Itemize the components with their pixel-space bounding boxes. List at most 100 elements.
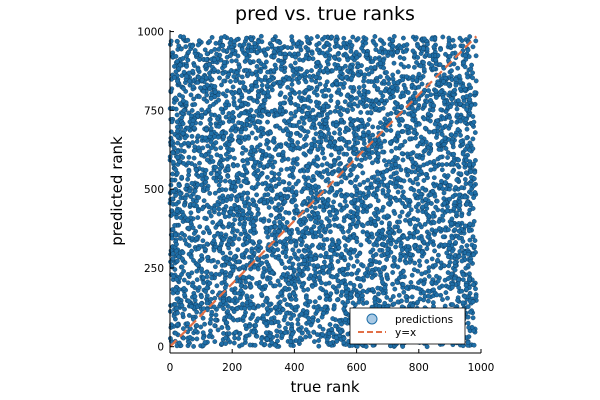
scatter-point: [328, 212, 333, 218]
scatter-point: [338, 117, 344, 123]
scatter-point: [457, 202, 463, 208]
scatter-point: [179, 115, 185, 120]
scatter-point: [349, 271, 354, 277]
scatter-point: [277, 79, 283, 85]
scatter-point: [231, 236, 237, 242]
scatter-point: [181, 108, 187, 113]
scatter-point: [297, 279, 302, 285]
scatter-point: [387, 140, 393, 145]
scatter-point: [330, 82, 335, 88]
scatter-point: [431, 44, 437, 50]
scatter-point: [422, 125, 428, 131]
scatter-point: [174, 277, 180, 282]
scatter-point: [385, 192, 391, 198]
scatter-point: [236, 113, 242, 118]
scatter-point: [302, 301, 308, 307]
scatter-point: [417, 244, 423, 250]
scatter-point: [326, 264, 332, 269]
scatter-point: [258, 125, 264, 131]
scatter-point: [395, 175, 401, 181]
scatter-point: [449, 235, 455, 241]
scatter-point: [231, 74, 237, 79]
scatter-point: [305, 330, 311, 335]
scatter-point: [350, 34, 356, 40]
scatter-point: [227, 147, 233, 152]
scatter-point: [459, 213, 464, 219]
scatter-point: [313, 79, 319, 85]
scatter-point: [267, 153, 273, 158]
scatter-point: [359, 157, 364, 163]
scatter-point: [192, 294, 198, 299]
scatter-point: [321, 44, 327, 50]
scatter-point: [265, 234, 271, 240]
scatter-point: [200, 238, 206, 244]
scatter-point: [344, 151, 350, 157]
scatter-point: [436, 147, 442, 152]
scatter-point: [194, 268, 200, 274]
scatter-point: [174, 241, 179, 247]
scatter-point: [449, 248, 455, 254]
scatter-point: [168, 88, 174, 94]
scatter-point: [465, 304, 471, 310]
scatter-point: [192, 144, 198, 150]
scatter-point: [330, 274, 336, 280]
scatter-point: [443, 51, 448, 57]
scatter-point: [342, 198, 348, 204]
scatter-point: [319, 162, 325, 168]
scatter-point: [375, 177, 381, 183]
scatter-point: [435, 278, 441, 284]
scatter-point: [239, 150, 245, 156]
scatter-point: [174, 59, 180, 64]
scatter-point: [299, 40, 304, 46]
scatter-point: [302, 248, 308, 254]
scatter-point: [282, 118, 287, 124]
scatter-point: [310, 174, 316, 179]
scatter-point: [199, 77, 205, 83]
scatter-point: [350, 89, 356, 94]
scatter-point: [405, 172, 410, 178]
scatter-point: [390, 89, 396, 95]
scatter-point: [221, 224, 226, 230]
scatter-point: [335, 145, 341, 151]
scatter-point: [314, 308, 320, 314]
scatter-point: [327, 322, 333, 327]
scatter-point: [453, 82, 459, 88]
scatter-point: [332, 62, 338, 67]
scatter-point: [182, 260, 188, 266]
scatter-point: [287, 265, 293, 271]
scatter-point: [177, 191, 183, 197]
scatter-point: [191, 231, 197, 236]
scatter-point: [249, 314, 255, 320]
scatter-point: [216, 97, 221, 103]
scatter-point: [355, 293, 360, 298]
scatter-point: [191, 344, 196, 349]
scatter-point: [240, 158, 246, 164]
scatter-point: [452, 200, 458, 205]
scatter-point: [277, 299, 283, 305]
scatter-point: [351, 263, 357, 269]
scatter-point: [259, 156, 265, 162]
chart-title: pred vs. true ranks: [235, 3, 415, 25]
scatter-point: [195, 215, 201, 220]
scatter-point: [357, 182, 363, 188]
scatter-point: [372, 34, 378, 39]
scatter-point: [423, 187, 428, 193]
scatter-point: [246, 234, 252, 240]
scatter-point: [249, 185, 255, 190]
scatter-point: [410, 48, 416, 54]
scatter-point: [284, 166, 290, 172]
scatter-point: [251, 147, 257, 153]
scatter-point: [195, 133, 201, 139]
scatter-point: [446, 254, 451, 260]
scatter-point: [432, 193, 438, 199]
scatter-point: [334, 210, 340, 216]
scatter-point: [179, 148, 184, 153]
scatter-point: [377, 37, 383, 43]
scatter-point: [173, 69, 179, 75]
scatter-point: [308, 216, 314, 222]
scatter-point: [357, 276, 363, 282]
scatter-point: [295, 317, 301, 323]
scatter-point: [310, 284, 315, 289]
scatter-point: [187, 78, 193, 84]
scatter-point: [413, 204, 419, 210]
